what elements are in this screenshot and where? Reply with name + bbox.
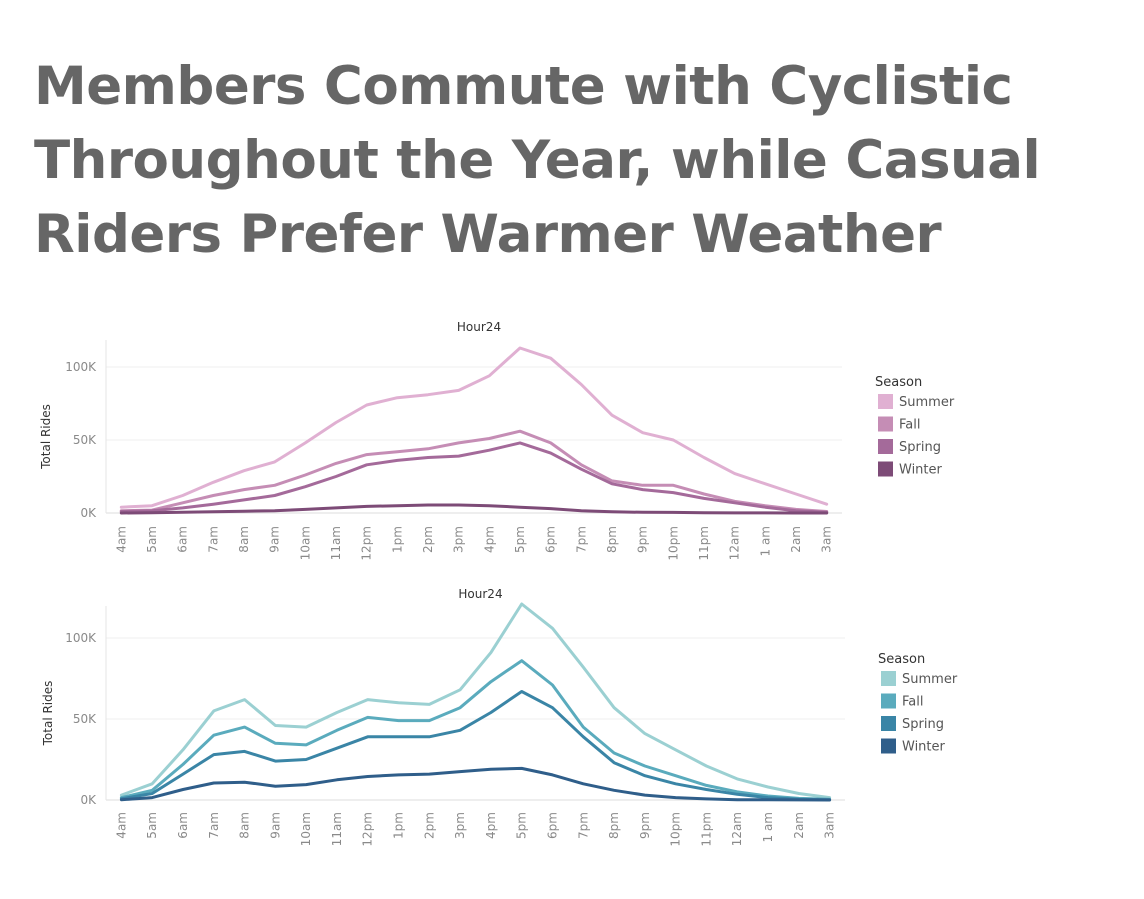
x-tick-label: 6pm <box>544 526 558 553</box>
x-tick-label: 9am <box>268 812 282 839</box>
legend-swatch <box>878 416 893 432</box>
x-tick-label: 11am <box>330 812 344 846</box>
legend-item-label: Fall <box>899 418 920 433</box>
y-tick-label: 50K <box>73 433 97 447</box>
x-tick-label: 2pm <box>422 812 436 839</box>
legend-swatch <box>878 461 893 477</box>
chart-panel-1: Hour24 0K 50K 100K Total Rides 4am 5am 6am 7am 8a… <box>39 320 955 561</box>
x-tick-label: 11pm <box>699 812 713 847</box>
legend-title: Season <box>875 375 922 390</box>
title-line-3: Riders Prefer Warmer Weather <box>34 204 942 265</box>
chart-panel-2: Hour24 0K 50K 100K Total Rides 4am 5am 6am 7am 8a… <box>41 587 958 847</box>
x-tick-label: 12pm <box>360 526 374 561</box>
series-line-fall <box>119 659 832 801</box>
x-tick-label: 11pm <box>697 526 711 561</box>
x-tick-label: 8am <box>237 526 251 553</box>
x-tick-label: 5am <box>145 812 159 839</box>
x-tick-label: 12am <box>728 526 742 560</box>
x-tick-label: 2am <box>789 526 803 553</box>
x-tick-label: 4am <box>114 526 128 553</box>
x-tick-label: 2pm <box>421 526 435 553</box>
x-tick-label: 10am <box>299 812 313 846</box>
x-tick-label: 10am <box>298 526 312 560</box>
panel-title: Hour24 <box>457 320 501 334</box>
y-tick-label: 0K <box>80 793 97 807</box>
x-tick-label: 3am <box>820 526 834 553</box>
x-tick-label: 7am <box>207 812 221 839</box>
x-tick-label: 1 am <box>758 526 772 557</box>
legend-item-label: Winter <box>902 740 946 755</box>
legend: Season Summer Fall Spring Winter <box>878 652 958 755</box>
x-tick-label: 7am <box>206 526 220 553</box>
legend-swatch <box>881 671 896 686</box>
legend-swatch <box>881 716 896 731</box>
x-tick-label: 7pm <box>574 526 588 553</box>
x-tick-label: 5pm <box>513 526 527 553</box>
x-tick-label: 9pm <box>638 812 652 839</box>
y-axis-label: Total Rides <box>41 681 55 747</box>
title-line-1: Members Commute with Cyclistic <box>34 56 1013 117</box>
legend-swatch <box>881 738 896 754</box>
series-line-spring <box>119 690 832 802</box>
x-tick-label: 6am <box>176 812 190 839</box>
legend-item-label: Spring <box>899 440 941 455</box>
x-tick-label: 3pm <box>453 812 467 839</box>
legend-swatch <box>878 394 893 409</box>
y-tick-label: 50K <box>73 712 97 726</box>
legend-item-label: Summer <box>902 672 958 687</box>
x-tick-label: 6am <box>176 526 190 553</box>
legend-item-label: Fall <box>902 695 923 710</box>
series-line-summer <box>119 602 832 800</box>
x-tick-label: 8pm <box>605 526 619 553</box>
x-tick-label: 8pm <box>607 812 621 839</box>
x-tick-label: 4pm <box>484 812 498 839</box>
y-tick-label: 100K <box>65 360 97 374</box>
x-tick-label: 9pm <box>636 526 650 553</box>
x-tick-label: 1 am <box>761 812 775 843</box>
series-line-fall <box>119 429 829 513</box>
y-tick-label: 100K <box>65 631 97 645</box>
legend-item-label: Spring <box>902 717 944 732</box>
legend-item-label: Winter <box>899 463 943 478</box>
legend-title: Season <box>878 652 925 667</box>
x-tick-label: 10pm <box>666 526 680 561</box>
x-tick-label: 3pm <box>452 526 466 553</box>
x-tick-label: 8am <box>238 812 252 839</box>
series-line-winter <box>119 766 832 802</box>
title-line-2: Throughout the Year, while Casual <box>34 130 1041 191</box>
x-tick-label: 6pm <box>545 812 559 839</box>
series-line-summer <box>119 346 829 509</box>
x-tick-label: 10pm <box>669 812 683 847</box>
x-tick-label: 5am <box>145 526 159 553</box>
x-tick-label: 5pm <box>515 812 529 839</box>
legend: Season Summer Fall Spring Winter <box>875 375 955 478</box>
x-tick-label: 1pm <box>390 526 404 553</box>
legend-item-label: Summer <box>899 395 955 410</box>
series-line-spring <box>119 441 829 514</box>
dashboard-title: Members Commute with Cyclistic Throughou… <box>34 50 1041 272</box>
x-tick-label: 3am <box>823 812 837 839</box>
legend-swatch <box>881 693 896 709</box>
series-line-winter <box>119 503 829 515</box>
panel-title: Hour24 <box>458 587 502 601</box>
x-tick-label: 4pm <box>482 526 496 553</box>
x-tick-label: 1pm <box>392 812 406 839</box>
legend-swatch <box>878 439 893 454</box>
y-tick-label: 0K <box>80 506 97 520</box>
x-tick-label: 12am <box>730 812 744 846</box>
x-tick-label: 12pm <box>361 812 375 847</box>
x-tick-label: 2am <box>792 812 806 839</box>
x-tick-label: 9am <box>268 526 282 553</box>
y-axis-label: Total Rides <box>39 404 53 470</box>
x-tick-label: 11am <box>329 526 343 560</box>
x-tick-label: 7pm <box>576 812 590 839</box>
x-tick-label: 4am <box>114 812 128 839</box>
